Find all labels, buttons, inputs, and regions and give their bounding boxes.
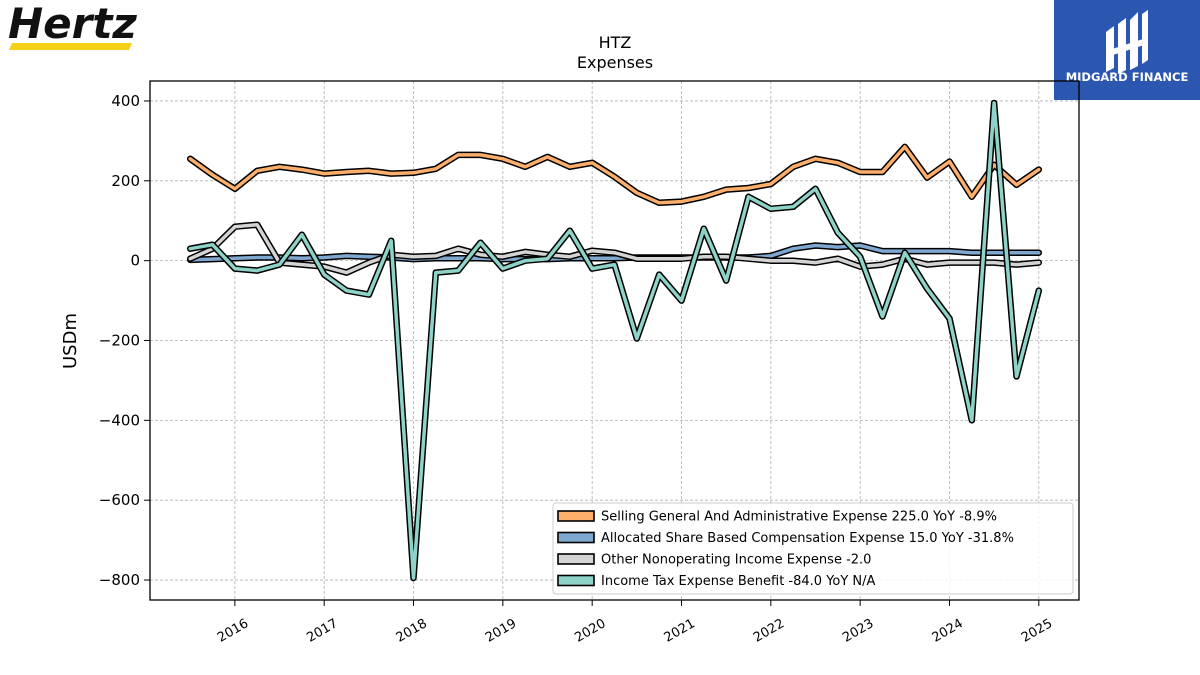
y-axis-label: USDm — [60, 313, 81, 369]
x-tick-label: 2021 — [662, 616, 698, 646]
legend-swatch — [557, 531, 595, 544]
legend-entry: Income Tax Expense Benefit -84.0 YoY N/A — [557, 574, 876, 589]
y-tick-label: 0 — [130, 252, 140, 270]
hertz-logo: Hertz — [0, 0, 140, 60]
legend-entry: Allocated Share Based Compensation Expen… — [557, 531, 1014, 546]
x-tick-label: 2018 — [394, 616, 430, 646]
series-stroke — [188, 243, 1041, 262]
chart-subtitle: Expenses — [577, 53, 653, 72]
midgard-emblem-icon — [1106, 10, 1148, 74]
legend-swatch — [557, 574, 595, 587]
x-tick-label: 2024 — [930, 616, 966, 646]
y-tick-label: −800 — [99, 571, 140, 589]
x-tick-label: 2023 — [840, 616, 876, 646]
midgard-finance-logo: MIDGARD FINANCE — [1054, 0, 1200, 100]
series-line — [186, 242, 1043, 264]
legend-label: Selling General And Administrative Expen… — [601, 510, 997, 525]
chart-title: HTZ — [599, 33, 632, 52]
legend-label: Income Tax Expense Benefit -84.0 YoY N/A — [601, 574, 876, 589]
y-tick-label: −200 — [99, 332, 140, 350]
hertz-logo-underline — [9, 43, 132, 50]
x-tick-label: 2016 — [215, 616, 251, 646]
legend: Selling General And Administrative Expen… — [552, 502, 1074, 595]
y-tick-label: 400 — [111, 92, 140, 110]
series-line — [186, 99, 1043, 582]
y-tick-label: −400 — [99, 411, 140, 429]
legend-entry: Other Nonoperating Income Expense -2.0 — [557, 553, 871, 568]
series-line — [186, 221, 1043, 276]
legend-label: Other Nonoperating Income Expense -2.0 — [601, 553, 871, 568]
legend-label: Allocated Share Based Compensation Expen… — [601, 531, 1014, 546]
legend-swatch — [557, 510, 595, 522]
series-stroke — [188, 101, 1041, 580]
y-tick-label: 200 — [111, 172, 140, 190]
midgard-logo-text: MIDGARD FINANCE — [1066, 70, 1189, 84]
series-line — [186, 143, 1043, 207]
hertz-logo-text: Hertz — [8, 0, 137, 48]
x-tick-label: 2017 — [304, 616, 340, 646]
x-tick-label: 2022 — [751, 616, 787, 646]
x-tick-label: 2019 — [483, 616, 519, 646]
series-stroke — [188, 145, 1041, 205]
series-lines — [186, 99, 1043, 582]
x-tick-label: 2020 — [572, 616, 608, 646]
legend-swatch — [557, 553, 595, 565]
legend-box — [552, 502, 1074, 595]
series-stroke — [188, 222, 1041, 275]
y-tick-label: −600 — [99, 491, 140, 509]
x-tick-label: 2025 — [1019, 616, 1055, 646]
legend-entry: Selling General And Administrative Expen… — [557, 510, 997, 525]
